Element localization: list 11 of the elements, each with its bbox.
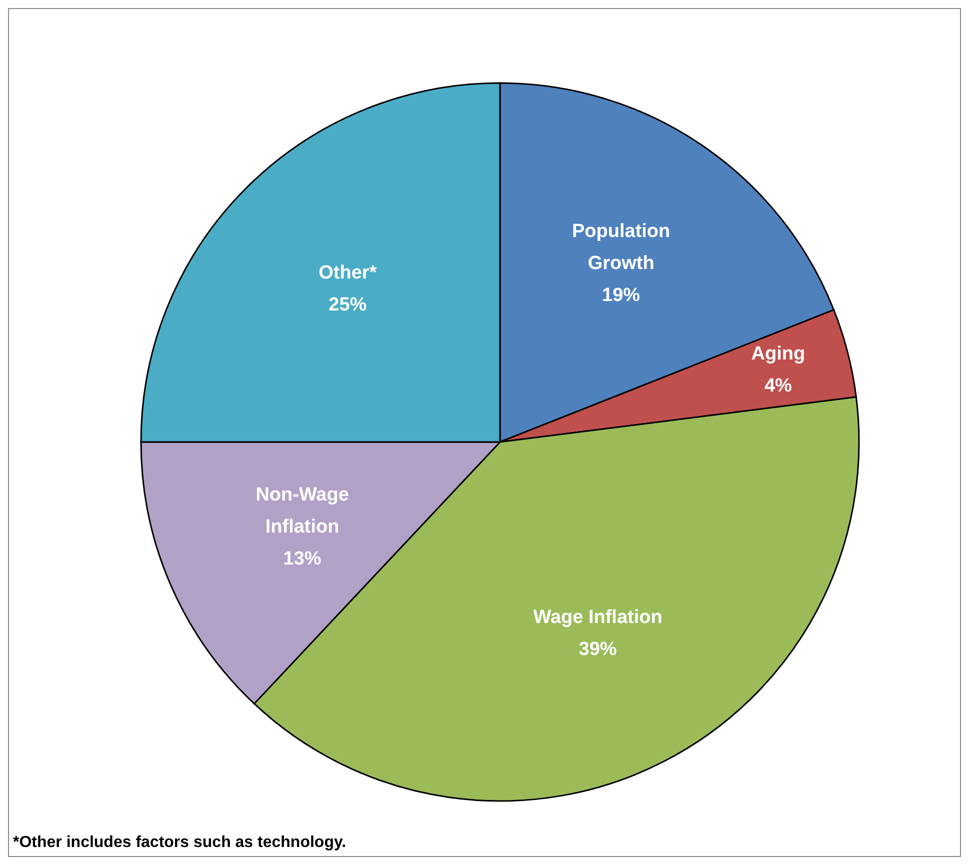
slice-label: Population Growth [572, 220, 670, 274]
slice-label: Other* [318, 262, 378, 284]
data-label: 4% [764, 376, 792, 397]
data-label: 13% [283, 548, 322, 570]
data-label: 19% [602, 284, 640, 306]
slice-label: Non-Wage Inflation [256, 484, 349, 538]
text: *Other includes factors such as technology. [13, 834, 346, 852]
slice-label: Wage Inflation [533, 606, 662, 628]
slice-label: Aging [751, 344, 806, 365]
data-label: 25% [328, 294, 367, 316]
data-label: 39% [578, 638, 617, 660]
